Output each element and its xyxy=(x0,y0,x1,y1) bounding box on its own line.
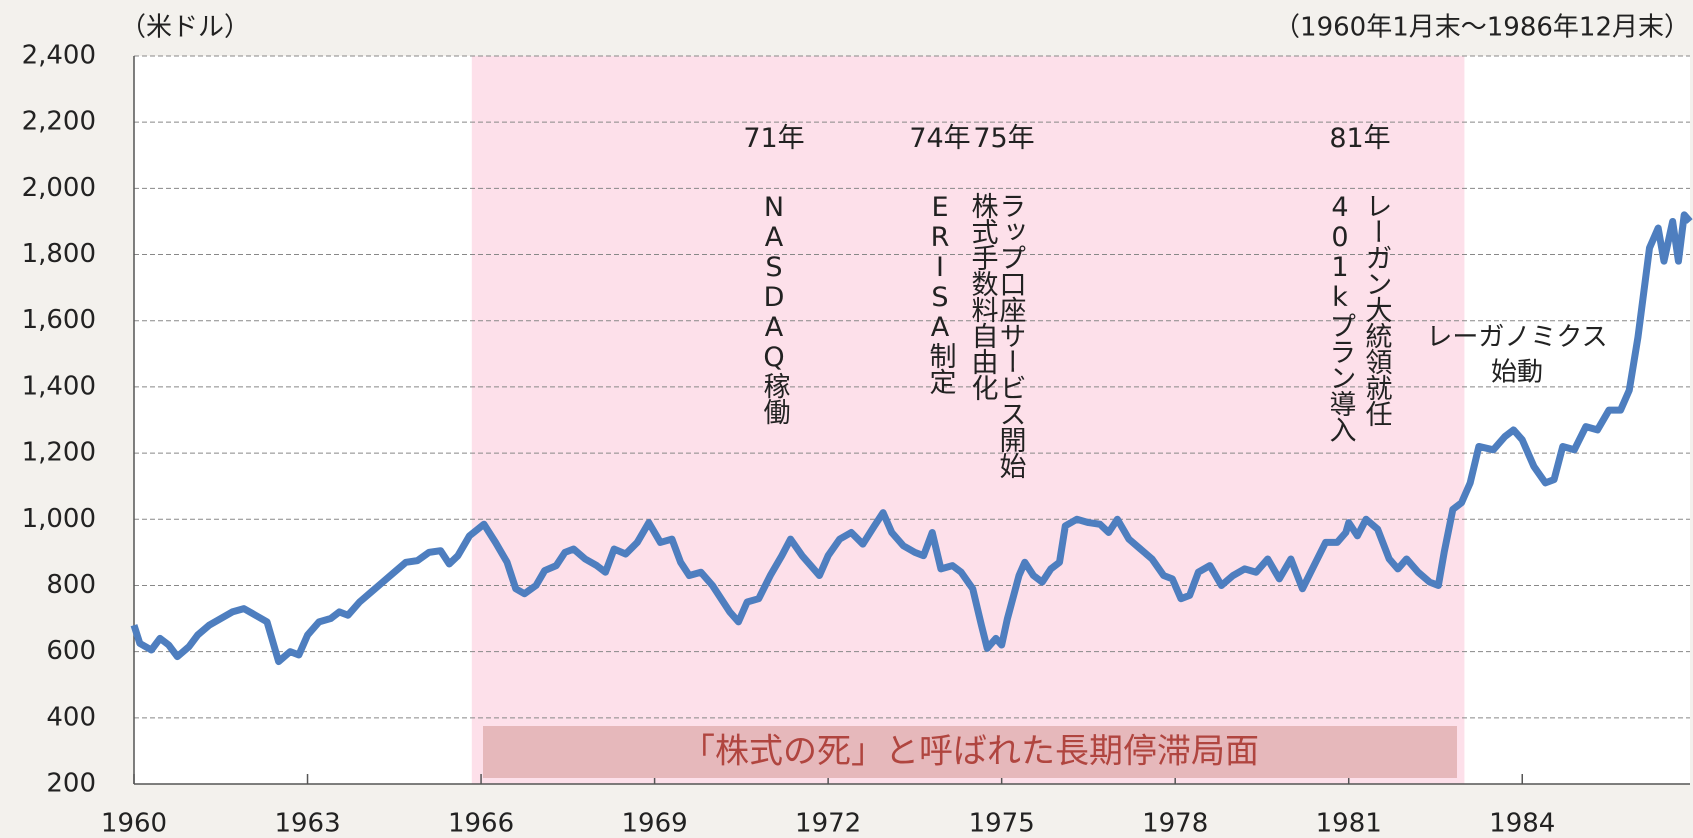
x-tick-label: 1984 xyxy=(1489,809,1555,838)
annotation-text: 401kプラン導入 xyxy=(1324,192,1356,442)
reagan-note: レーガノミクス xyxy=(1426,323,1607,353)
x-tick-label: 1978 xyxy=(1142,809,1208,838)
annotation-text: NASDAQ稼働 xyxy=(758,192,790,424)
x-tick-label: 1969 xyxy=(622,809,688,838)
annotation-year: 81年 xyxy=(1329,123,1391,154)
y-tick-label: 400 xyxy=(46,702,96,732)
annotation-text: ERISA制定 xyxy=(924,192,956,394)
y-tick-label: 2,400 xyxy=(22,41,96,71)
x-tick-label: 1972 xyxy=(795,809,861,838)
reagan-note: 始動 xyxy=(1491,358,1543,388)
y-tick-label: 2,000 xyxy=(22,173,96,203)
period-note: （1960年1月末～1986年12月末） xyxy=(1274,13,1690,43)
x-tick-label: 1963 xyxy=(274,809,340,838)
y-tick-label: 800 xyxy=(46,570,96,600)
x-tick-label: 1975 xyxy=(969,809,1035,838)
y-tick-label: 1,400 xyxy=(22,371,96,401)
annotation-year: 75年 xyxy=(973,123,1035,154)
annotation-text: 株式手数料自由化 xyxy=(966,192,998,400)
annotation-year: 74年 xyxy=(909,123,971,154)
y-tick-label: 1,600 xyxy=(22,305,96,335)
x-tick-label: 1981 xyxy=(1316,809,1382,838)
y-tick-label: 600 xyxy=(46,636,96,666)
unit-label: （米ドル） xyxy=(120,13,250,43)
y-tick-label: 1,000 xyxy=(22,504,96,534)
annotation-text: レーガン大統領就任 xyxy=(1360,192,1392,426)
x-tick-label: 1960 xyxy=(101,809,167,838)
y-tick-label: 1,200 xyxy=(22,438,96,468)
annotation-text: ラップ口座サービス開始 xyxy=(994,192,1026,478)
shaded-period xyxy=(471,56,1465,784)
x-tick-label: 1966 xyxy=(448,809,514,838)
annotation-year: 71年 xyxy=(743,123,805,154)
y-tick-label: 2,200 xyxy=(22,107,96,137)
banner-label: 「株式の死」と呼ばれた長期停滞局面 xyxy=(681,732,1259,772)
y-tick-label: 1,800 xyxy=(22,239,96,269)
data-line xyxy=(130,211,1693,666)
banner xyxy=(483,726,1457,778)
y-tick-label: 200 xyxy=(46,769,96,799)
